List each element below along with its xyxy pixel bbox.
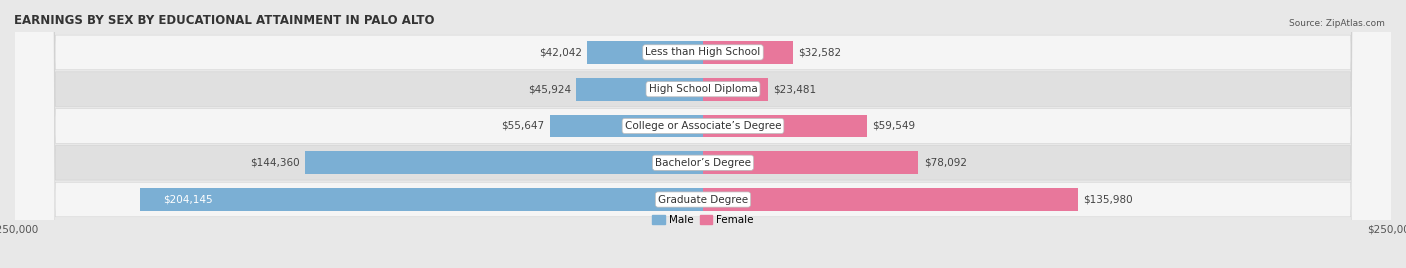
Text: $45,924: $45,924 — [527, 84, 571, 94]
Bar — [550, 114, 703, 137]
Text: $135,980: $135,980 — [1083, 195, 1133, 204]
FancyBboxPatch shape — [14, 0, 1392, 268]
FancyBboxPatch shape — [14, 0, 1392, 268]
Bar — [588, 41, 703, 64]
Bar — [703, 114, 868, 137]
Text: $32,582: $32,582 — [799, 47, 841, 57]
Text: EARNINGS BY SEX BY EDUCATIONAL ATTAINMENT IN PALO ALTO: EARNINGS BY SEX BY EDUCATIONAL ATTAINMEN… — [14, 14, 434, 27]
Bar — [703, 78, 768, 100]
Text: Bachelor’s Degree: Bachelor’s Degree — [655, 158, 751, 168]
Text: Source: ZipAtlas.com: Source: ZipAtlas.com — [1289, 19, 1385, 28]
Text: High School Diploma: High School Diploma — [648, 84, 758, 94]
Bar — [141, 188, 703, 211]
Text: College or Associate’s Degree: College or Associate’s Degree — [624, 121, 782, 131]
Text: Graduate Degree: Graduate Degree — [658, 195, 748, 204]
Bar — [703, 151, 918, 174]
Legend: Male, Female: Male, Female — [648, 211, 758, 230]
FancyBboxPatch shape — [14, 0, 1392, 268]
Text: $78,092: $78,092 — [924, 158, 967, 168]
Bar — [703, 41, 793, 64]
Bar — [305, 151, 703, 174]
Text: $23,481: $23,481 — [773, 84, 817, 94]
FancyBboxPatch shape — [14, 0, 1392, 268]
FancyBboxPatch shape — [14, 0, 1392, 268]
Text: Less than High School: Less than High School — [645, 47, 761, 57]
Text: $55,647: $55,647 — [501, 121, 544, 131]
Text: $59,549: $59,549 — [873, 121, 915, 131]
Bar — [703, 188, 1078, 211]
Bar — [576, 78, 703, 100]
Text: $42,042: $42,042 — [538, 47, 582, 57]
Text: $204,145: $204,145 — [163, 195, 212, 204]
Text: $144,360: $144,360 — [250, 158, 299, 168]
